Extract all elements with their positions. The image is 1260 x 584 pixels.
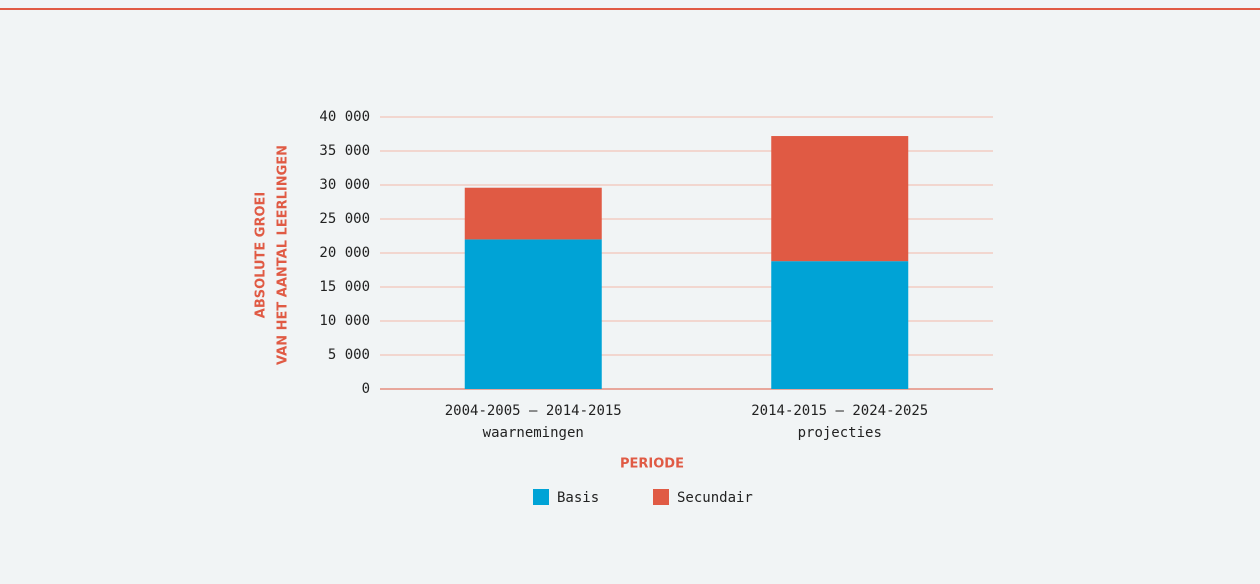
legend-label: Secundair bbox=[677, 490, 753, 506]
y-tick-label: 15 000 bbox=[319, 279, 370, 295]
y-tick-label: 35 000 bbox=[319, 143, 370, 159]
y-tick-label: 30 000 bbox=[319, 177, 370, 193]
x-tick-label: projecties bbox=[798, 425, 882, 441]
x-axis-label: PERIODE bbox=[620, 457, 684, 472]
legend-swatch bbox=[533, 489, 549, 505]
y-axis-label: VAN HET AANTAL LEERLINGEN bbox=[276, 145, 291, 365]
bar-segment bbox=[464, 187, 602, 240]
y-tick-label: 25 000 bbox=[319, 211, 370, 227]
x-tick-label: 2004-2005 – 2014-2015 bbox=[445, 403, 622, 419]
y-axis-label: ABSOLUTE GROEI bbox=[254, 192, 269, 318]
bar-segment bbox=[771, 261, 909, 389]
legend-label: Basis bbox=[557, 490, 599, 506]
x-tick-label: 2014-2015 – 2024-2025 bbox=[751, 403, 928, 419]
legend-swatch bbox=[653, 489, 669, 505]
x-tick-label: waarnemingen bbox=[483, 425, 584, 441]
bar-segment bbox=[464, 239, 602, 389]
y-tick-label: 5 000 bbox=[328, 347, 370, 363]
y-tick-label: 40 000 bbox=[319, 109, 370, 125]
bar-segment bbox=[771, 136, 909, 262]
y-tick-label: 0 bbox=[362, 381, 370, 397]
y-tick-label: 10 000 bbox=[319, 313, 370, 329]
y-tick-label: 20 000 bbox=[319, 245, 370, 261]
